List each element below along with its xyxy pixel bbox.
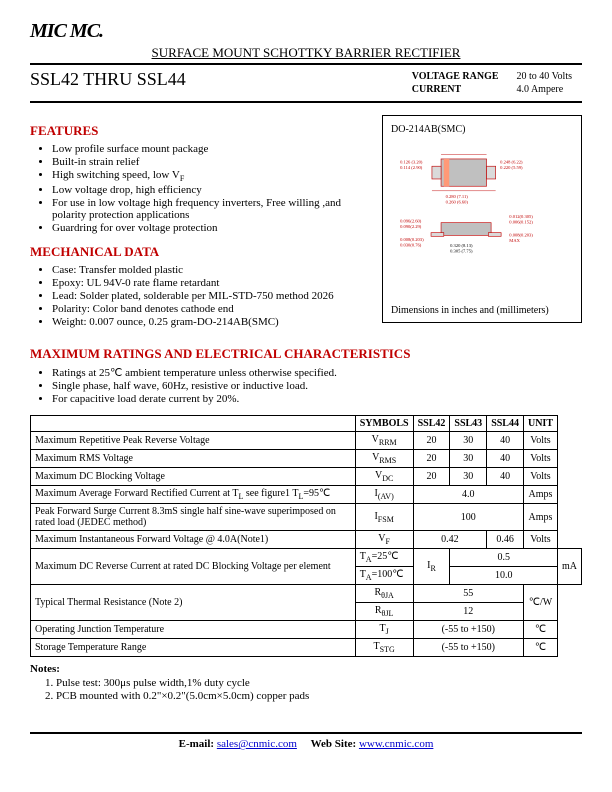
svg-text:0.126 (3.20): 0.126 (3.20): [400, 160, 423, 165]
svg-text:0.280 (7.11): 0.280 (7.11): [446, 194, 469, 199]
list-item: Pulse test: 300μs pulse width,1% duty cy…: [56, 677, 582, 689]
table-header-row: SYMBOLS SSL42 SSL43 SSL44 UNIT: [31, 416, 582, 432]
list-item: Built-in strain relief: [52, 156, 362, 168]
max-ratings-intro: Ratings at 25℃ ambient temperature unles…: [30, 366, 582, 405]
svg-text:MAX: MAX: [509, 238, 520, 243]
col-ssl42: SSL42: [413, 416, 450, 432]
table-row: Maximum Repetitive Peak Reverse Voltage …: [31, 432, 582, 450]
svg-text:0.090(2.29): 0.090(2.29): [400, 224, 422, 229]
mechanical-list: Case: Transfer molded plastic Epoxy: UL …: [30, 264, 362, 328]
table-row: Storage Temperature Range TSTG (-55 to +…: [31, 639, 582, 657]
part-range-title: SSL42 THRU SSL44: [30, 69, 186, 97]
list-item: Single phase, half wave, 60Hz, resistive…: [52, 380, 582, 392]
list-item: High switching speed, low VF: [52, 169, 362, 183]
svg-text:0.114 (2.90): 0.114 (2.90): [400, 165, 423, 170]
table-row: Maximum Average Forward Rectified Curren…: [31, 486, 582, 504]
package-caption: Dimensions in inches and (millimeters): [391, 305, 549, 316]
max-ratings-heading: MAXIMUM RATINGS AND ELECTRICAL CHARACTER…: [30, 346, 582, 362]
logo: MIC MC.: [30, 20, 103, 43]
col-ssl44: SSL44: [487, 416, 524, 432]
svg-text:0.320 (8.13): 0.320 (8.13): [450, 243, 473, 248]
list-item: Guardring for over voltage protection: [52, 222, 362, 234]
col-unit: UNIT: [523, 416, 557, 432]
list-item: Low profile surface mount package: [52, 143, 362, 155]
list-item: For use in low voltage high frequency in…: [52, 197, 362, 221]
package-drawing-box: DO-214AB(SMC) 0.126 (3.20) 0.114 (2.90) …: [382, 115, 582, 323]
table-row: Maximum DC Blocking Voltage VDC 20 30 40…: [31, 468, 582, 486]
list-item: For capacitive load derate current by 20…: [52, 393, 582, 405]
svg-text:0.012(0.305): 0.012(0.305): [509, 214, 533, 219]
list-item: Ratings at 25℃ ambient temperature unles…: [52, 366, 582, 379]
list-item: Case: Transfer molded plastic: [52, 264, 362, 276]
website-link[interactable]: www.cnmic.com: [359, 738, 433, 750]
col-symbols: SYMBOLS: [355, 416, 413, 432]
package-label: DO-214AB(SMC): [391, 124, 573, 135]
table-row: Maximum RMS Voltage VRMS 20 30 40 Volts: [31, 450, 582, 468]
col-desc: [31, 416, 356, 432]
svg-text:0.248 (6.22): 0.248 (6.22): [500, 160, 523, 165]
svg-text:0.030(0.76): 0.030(0.76): [400, 242, 422, 247]
list-item: Polarity: Color band denotes cathode end: [52, 303, 362, 315]
website-label: Web Site:: [311, 738, 357, 750]
voltage-range-label: VOLTAGE RANGE: [404, 71, 507, 82]
list-item: Low voltage drop, high efficiency: [52, 184, 362, 196]
table-row: Typical Thermal Resistance (Note 2) RθJA…: [31, 585, 582, 603]
table-row: Peak Forward Surge Current 8.3mS single …: [31, 504, 582, 531]
notes-heading: Notes:: [30, 663, 60, 675]
mechanical-heading: MECHANICAL DATA: [30, 244, 362, 260]
svg-text:0.008(0.203): 0.008(0.203): [509, 232, 533, 237]
header-specs: VOLTAGE RANGE 20 to 40 Volts CURRENT 4.0…: [402, 69, 582, 97]
list-item: PCB mounted with 0.2"×0.2"(5.0cm×5.0cm) …: [56, 690, 582, 702]
doc-subtitle: SURFACE MOUNT SCHOTTKY BARRIER RECTIFIER: [30, 45, 582, 61]
package-svg: 0.126 (3.20) 0.114 (2.90) 0.248 (6.22) 0…: [391, 139, 573, 279]
features-list: Low profile surface mount package Built-…: [30, 143, 362, 234]
svg-text:0.220 (5.59): 0.220 (5.59): [500, 165, 523, 170]
table-row: Operating Junction Temperature TJ (-55 t…: [31, 621, 582, 639]
svg-text:0.008(0.203): 0.008(0.203): [400, 237, 424, 242]
list-item: Weight: 0.007 ounce, 0.25 gram-DO-214AB(…: [52, 316, 362, 328]
col-ssl43: SSL43: [450, 416, 487, 432]
voltage-range-value: 20 to 40 Volts: [509, 71, 580, 82]
svg-text:0.096(2.60): 0.096(2.60): [400, 219, 422, 224]
svg-text:0.260 (6.60): 0.260 (6.60): [446, 200, 469, 205]
current-value: 4.0 Ampere: [509, 84, 580, 95]
list-item: Epoxy: UL 94V-0 rate flame retardant: [52, 277, 362, 289]
ratings-table: SYMBOLS SSL42 SSL43 SSL44 UNIT Maximum R…: [30, 415, 582, 657]
current-label: CURRENT: [404, 84, 507, 95]
svg-text:0.305 (7.75): 0.305 (7.75): [450, 249, 473, 254]
table-row: Maximum Instantaneous Forward Voltage @ …: [31, 531, 582, 549]
email-link[interactable]: sales@cnmic.com: [217, 738, 297, 750]
header-bar: SSL42 THRU SSL44 VOLTAGE RANGE 20 to 40 …: [30, 63, 582, 103]
logo-row: MIC MC.: [30, 20, 582, 43]
email-label: E-mail:: [179, 738, 214, 750]
features-heading: FEATURES: [30, 123, 362, 139]
page-footer: E-mail: sales@cnmic.com Web Site: www.cn…: [30, 732, 582, 750]
svg-text:0.006(0.152): 0.006(0.152): [509, 220, 533, 225]
notes-section: Notes: Pulse test: 300μs pulse width,1% …: [30, 663, 582, 702]
list-item: Lead: Solder plated, solderable per MIL-…: [52, 290, 362, 302]
table-row: Maximum DC Reverse Current at rated DC B…: [31, 549, 582, 567]
